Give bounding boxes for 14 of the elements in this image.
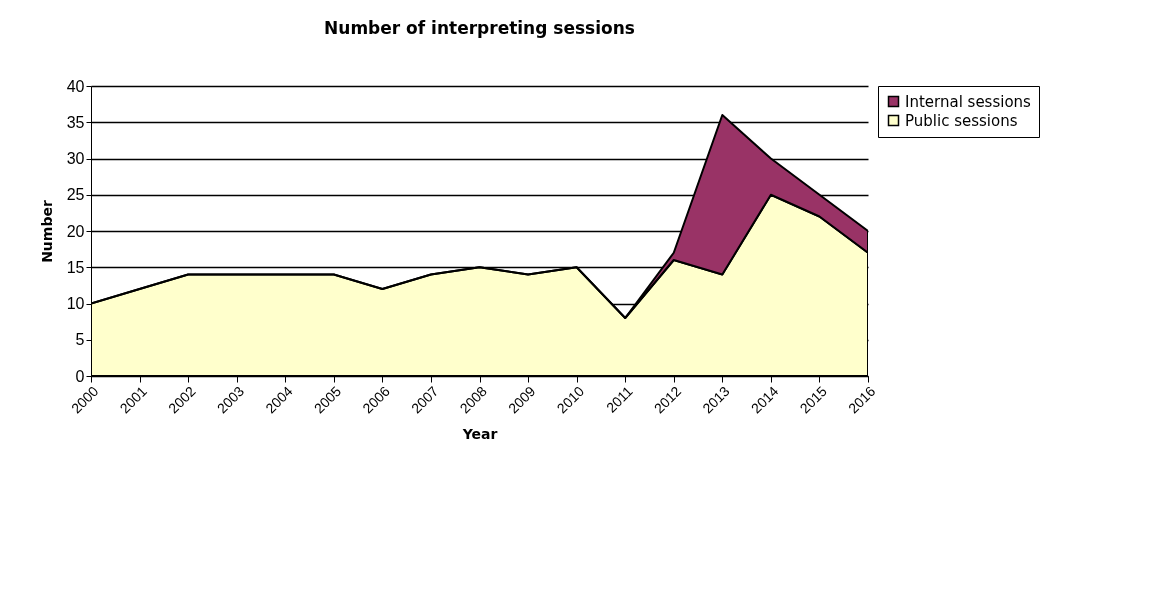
legend-label: Internal sessions <box>905 92 1032 111</box>
y-tick-label: 25 <box>66 186 85 204</box>
y-tick-label: 10 <box>66 295 85 312</box>
y-tick-label: 40 <box>66 77 85 95</box>
y-axis-title: Number <box>38 200 55 263</box>
legend-label: Public sessions <box>905 111 1018 130</box>
y-tick-label: 20 <box>66 222 85 240</box>
chart-title: Number of interpreting sessions <box>324 18 635 38</box>
y-tick-label: 15 <box>66 258 85 276</box>
y-tick-label: 30 <box>66 150 85 167</box>
y-tick-label: 5 <box>75 331 85 349</box>
x-axis-title: Year <box>461 426 498 443</box>
y-tick-label: 35 <box>66 113 85 131</box>
y-tick-label: 0 <box>75 367 85 385</box>
